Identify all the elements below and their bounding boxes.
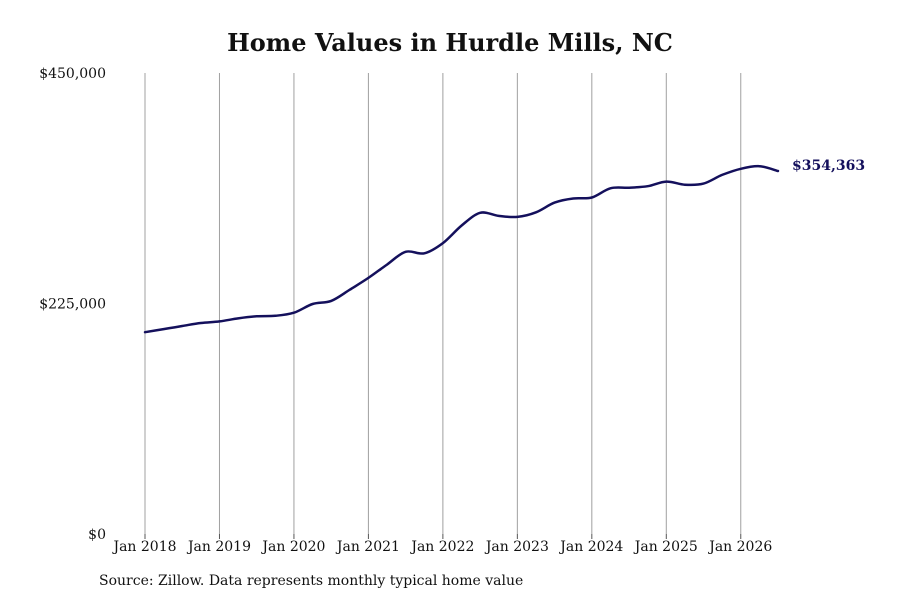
series-layer xyxy=(143,164,780,334)
data-point xyxy=(572,197,574,199)
data-point xyxy=(777,170,779,172)
x-tick-label: Jan 2023 xyxy=(484,539,549,555)
x-tick-label: Jan 2022 xyxy=(409,539,474,555)
x-tick-label: Jan 2026 xyxy=(707,539,772,555)
data-point xyxy=(498,215,500,217)
x-axis-ticks: Jan 2018 Jan 2019 Jan 2020 Jan 2021 Jan 2022… xyxy=(111,534,772,555)
data-point xyxy=(516,216,518,218)
data-point xyxy=(609,187,611,189)
y-tick-label: $450,000 xyxy=(39,66,106,82)
data-point xyxy=(200,322,202,324)
data-point xyxy=(479,212,481,214)
series-line-home-value xyxy=(143,164,780,334)
data-point xyxy=(423,252,425,254)
end-value-label: $354,363 xyxy=(792,158,865,174)
data-point xyxy=(442,242,444,244)
data-point xyxy=(460,224,462,226)
x-tick-label: Jan 2021 xyxy=(335,539,400,555)
data-point xyxy=(274,315,276,317)
y-axis-ticks: $0 $225,000 $450,000 xyxy=(39,66,106,543)
data-point xyxy=(591,196,593,198)
data-point xyxy=(628,187,630,189)
data-point xyxy=(646,185,648,187)
x-tick-label: Jan 2024 xyxy=(558,539,623,555)
x-tick-label: Jan 2025 xyxy=(633,539,698,555)
data-point xyxy=(181,325,183,327)
data-point xyxy=(144,331,146,333)
data-point xyxy=(293,312,295,314)
y-tick-label: $225,000 xyxy=(39,297,106,313)
data-point xyxy=(665,180,667,182)
end-label-layer: $354,363 xyxy=(792,158,865,174)
data-point xyxy=(740,168,742,170)
data-point xyxy=(237,317,239,319)
data-point xyxy=(684,183,686,185)
data-point xyxy=(162,328,164,330)
data-point xyxy=(256,315,258,317)
data-point xyxy=(386,263,388,265)
x-tick-label: Jan 2020 xyxy=(260,539,325,555)
data-point xyxy=(218,320,220,322)
source-note: Source: Zillow. Data represents monthly … xyxy=(99,573,524,589)
data-point xyxy=(721,174,723,176)
chart-title: Home Values in Hurdle Mills, NC xyxy=(227,28,673,57)
data-point xyxy=(367,277,369,279)
data-point xyxy=(702,182,704,184)
data-point xyxy=(535,211,537,213)
y-tick-label: $0 xyxy=(88,527,106,543)
data-point xyxy=(311,303,313,305)
data-point xyxy=(758,165,760,167)
data-point xyxy=(404,251,406,253)
x-tick-label: Jan 2019 xyxy=(186,539,251,555)
vertical-gridlines xyxy=(144,73,742,534)
data-point xyxy=(349,288,351,290)
data-point xyxy=(553,201,555,203)
x-tick-label: Jan 2018 xyxy=(111,539,176,555)
data-point xyxy=(330,300,332,302)
